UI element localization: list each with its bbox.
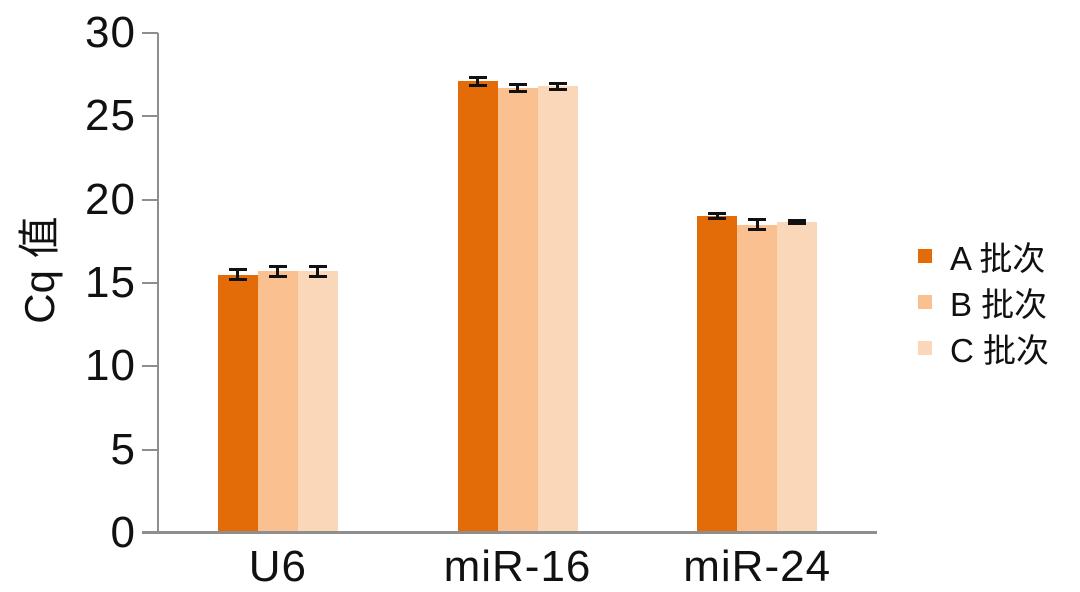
error-bar-miR-16-series-2 — [548, 81, 567, 92]
y-axis-tick — [142, 282, 158, 284]
y-axis-tick — [142, 115, 158, 118]
error-bar-line — [556, 81, 559, 92]
error-bar-cap-top — [468, 75, 487, 79]
error-bar-line — [236, 268, 240, 282]
y-axis-title: Cq 值 — [16, 216, 63, 324]
x-axis-line — [142, 531, 877, 534]
legend-swatch-icon — [918, 341, 932, 355]
x-category-label-U6: U6 — [248, 542, 307, 591]
error-bar-miR-16-series-1 — [508, 83, 527, 93]
legend-label: A 批次 — [950, 240, 1046, 277]
error-bar-cap-top — [508, 83, 527, 87]
error-bar-line — [755, 218, 759, 232]
error-bar-cap-bottom — [748, 228, 767, 232]
legend-swatch-icon — [918, 249, 932, 263]
error-bar-U6-series-0 — [228, 268, 247, 282]
y-tick-label: 20 — [85, 174, 136, 224]
error-bar-cap-bottom — [788, 221, 807, 225]
legend-item-0: A 批次 — [918, 233, 1049, 279]
legend-swatch-icon — [918, 295, 932, 309]
error-bar-cap-bottom — [468, 83, 487, 87]
y-tick-label: 30 — [85, 8, 136, 57]
error-bar-cap-top — [548, 81, 567, 85]
x-category-label-miR-16: miR-16 — [443, 542, 592, 591]
bar-miR-24-series-1 — [737, 224, 778, 533]
bar-U6-series-2 — [297, 271, 338, 533]
y-tick-label: 15 — [85, 258, 136, 307]
error-bar-cap-bottom — [228, 278, 247, 282]
error-bar-cap-bottom — [268, 274, 287, 278]
bar-miR-24-series-0 — [697, 216, 738, 533]
bar-miR-16-series-1 — [497, 88, 538, 533]
error-bar-line — [715, 212, 719, 221]
error-bar-miR-24-series-1 — [748, 218, 767, 232]
legend-item-2: C 批次 — [918, 325, 1049, 371]
y-tick-label: 10 — [85, 341, 136, 391]
legend-item-1: B 批次 — [918, 279, 1049, 325]
y-axis-tick — [142, 32, 158, 34]
x-category-label-miR-24: miR-24 — [683, 542, 832, 591]
y-axis-tick — [142, 198, 158, 201]
y-axis-line — [157, 33, 159, 533]
error-bar-cap-bottom — [548, 88, 567, 92]
y-tick-label: 5 — [110, 424, 136, 474]
error-bar-miR-16-series-0 — [468, 75, 487, 87]
error-bar-cap-top — [748, 218, 767, 222]
legend: A 批次 B 批次 C 批次 — [918, 233, 1049, 371]
error-bar-cap-top — [268, 264, 287, 268]
legend-label: B 批次 — [950, 286, 1048, 323]
error-bar-line — [516, 83, 519, 93]
y-tick-label: 25 — [85, 91, 136, 141]
error-bar-line — [276, 264, 280, 278]
error-bar-cap-bottom — [508, 89, 527, 93]
bar-miR-24-series-2 — [777, 222, 818, 533]
error-bar-miR-24-series-2 — [788, 219, 807, 225]
y-axis-tick — [142, 448, 158, 451]
error-bar-cap-top — [708, 212, 727, 216]
y-axis-tick — [142, 365, 158, 368]
error-bar-miR-24-series-0 — [708, 212, 727, 221]
error-bar-cap-top — [228, 268, 247, 272]
bar-miR-16-series-2 — [537, 86, 578, 533]
error-bar-line — [476, 75, 479, 87]
bar-miR-16-series-0 — [457, 81, 498, 533]
error-bar-line — [316, 264, 320, 278]
legend-label: C 批次 — [950, 332, 1049, 369]
error-bar-cap-top — [788, 219, 807, 223]
error-bar-U6-series-1 — [268, 264, 287, 278]
error-bar-cap-bottom — [708, 217, 727, 221]
y-tick-label: 0 — [110, 508, 136, 557]
bar-U6-series-1 — [257, 271, 298, 533]
bar-U6-series-0 — [217, 274, 258, 533]
error-bar-U6-series-2 — [308, 264, 327, 278]
error-bar-cap-bottom — [308, 274, 327, 278]
error-bar-cap-top — [308, 264, 327, 268]
